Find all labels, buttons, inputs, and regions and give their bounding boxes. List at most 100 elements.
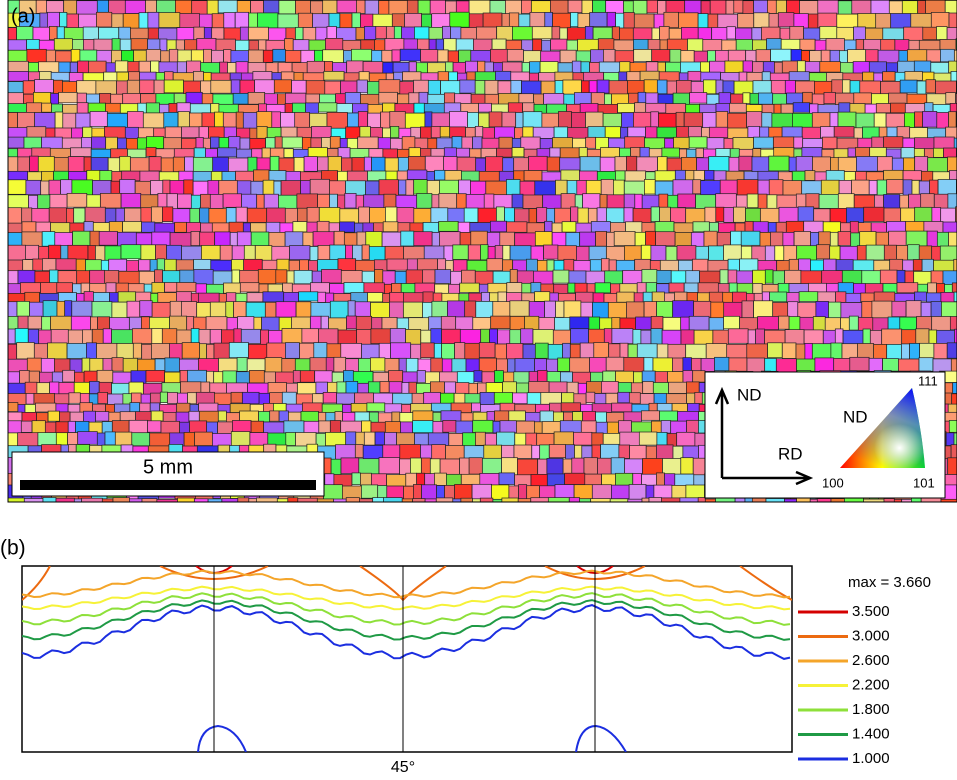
grain xyxy=(487,232,500,246)
grain xyxy=(550,148,560,158)
grain xyxy=(113,498,130,510)
grain xyxy=(723,81,734,94)
grain xyxy=(282,137,302,148)
grain xyxy=(362,245,369,260)
grain xyxy=(51,330,68,345)
grain xyxy=(357,232,366,247)
grain xyxy=(705,499,715,512)
grain xyxy=(497,148,513,157)
grain xyxy=(8,372,20,384)
grain xyxy=(406,180,414,195)
grain xyxy=(801,271,822,284)
grain xyxy=(693,222,709,232)
grain xyxy=(616,13,624,29)
grain xyxy=(474,371,482,382)
grain xyxy=(765,246,775,262)
grain xyxy=(409,318,429,331)
grain xyxy=(519,485,527,500)
grain xyxy=(598,39,614,51)
grain xyxy=(43,301,57,318)
grain xyxy=(548,498,569,511)
grain xyxy=(570,358,590,373)
grain xyxy=(91,158,108,172)
grain xyxy=(846,208,863,223)
grain xyxy=(237,232,251,247)
grain xyxy=(656,232,676,246)
grain xyxy=(612,329,633,344)
grain xyxy=(445,382,456,393)
grain xyxy=(762,27,781,40)
grain xyxy=(251,421,264,432)
grain xyxy=(248,27,268,40)
grain xyxy=(269,28,286,41)
grain xyxy=(190,209,200,224)
grain xyxy=(154,80,164,95)
grain xyxy=(523,112,542,128)
grain xyxy=(728,270,737,284)
grain xyxy=(703,80,716,94)
grain xyxy=(710,0,726,14)
grain xyxy=(566,445,575,460)
grain xyxy=(330,421,340,433)
grain xyxy=(328,157,341,172)
grain xyxy=(493,421,500,433)
grain xyxy=(769,156,789,171)
grain xyxy=(281,181,301,196)
grain xyxy=(177,103,190,112)
grain xyxy=(270,411,279,421)
grain xyxy=(731,231,742,246)
grain xyxy=(430,459,440,475)
grain xyxy=(820,26,837,38)
grain xyxy=(785,80,795,93)
grain xyxy=(185,157,194,172)
grain xyxy=(241,329,260,343)
grain xyxy=(724,316,740,329)
grain xyxy=(156,245,167,261)
grain xyxy=(146,148,156,157)
grain xyxy=(503,245,510,259)
grain xyxy=(129,420,147,433)
grain xyxy=(564,301,581,318)
grain xyxy=(900,80,917,93)
grain xyxy=(683,371,693,384)
grain xyxy=(146,370,165,382)
grain xyxy=(923,111,937,127)
grain xyxy=(364,283,384,293)
grain xyxy=(232,270,240,284)
grain xyxy=(502,498,518,511)
grain xyxy=(646,231,656,245)
grain xyxy=(406,329,421,344)
grain xyxy=(146,137,163,149)
grain xyxy=(389,382,402,393)
grain xyxy=(595,394,606,405)
grain xyxy=(432,232,439,246)
grain xyxy=(177,393,187,404)
grain xyxy=(773,271,785,285)
grain xyxy=(165,283,177,293)
grain xyxy=(580,232,596,246)
grain xyxy=(254,317,262,331)
grain xyxy=(224,283,241,293)
grain xyxy=(223,194,242,208)
grain xyxy=(600,157,615,171)
grain xyxy=(187,370,206,383)
grain xyxy=(275,137,282,148)
grain xyxy=(385,359,399,372)
grain xyxy=(364,26,375,39)
grain xyxy=(210,329,221,343)
grain xyxy=(330,181,346,196)
grain xyxy=(502,458,518,475)
grain xyxy=(897,127,910,138)
grain xyxy=(906,301,921,317)
grain xyxy=(330,284,344,294)
grain xyxy=(821,127,835,138)
grain xyxy=(424,392,441,404)
grain xyxy=(8,195,29,209)
legend: 3.5003.0002.6002.2001.8001.4001.000 xyxy=(798,603,890,767)
grain xyxy=(743,1,754,15)
grain xyxy=(264,372,275,384)
grain xyxy=(467,72,475,81)
grain xyxy=(652,50,670,62)
grain xyxy=(63,105,78,114)
grain xyxy=(601,179,613,195)
